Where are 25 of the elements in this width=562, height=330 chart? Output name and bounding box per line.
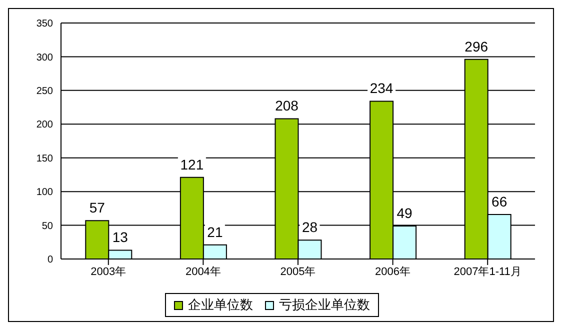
data-label: 66 [492, 193, 508, 210]
y-tick-label: 300 [36, 52, 54, 64]
data-label: 57 [89, 200, 106, 216]
data-label: 13 [112, 229, 128, 246]
data-label: 234 [370, 80, 394, 96]
x-tick-label: 2006年 [375, 266, 411, 278]
y-tick-label: 200 [36, 120, 54, 131]
data-label: 296 [464, 38, 488, 54]
data-label: 21 [207, 224, 223, 240]
data-label: 49 [396, 204, 413, 221]
y-tick-label: 0 [47, 254, 54, 266]
data-label: 121 [180, 156, 204, 172]
x-tick-label: 2005年 [280, 266, 316, 278]
x-tick-label: 2004年 [185, 266, 221, 278]
y-tick-label: 350 [36, 18, 54, 30]
data-label: 208 [275, 98, 299, 114]
y-tick-label: 100 [36, 187, 54, 198]
data-label: 28 [302, 219, 318, 236]
y-tick-label: 50 [42, 220, 54, 232]
x-tick-label: 2003年 [90, 266, 126, 278]
legend-label: 亏损企业单位数 [278, 296, 370, 314]
y-tick-label: 150 [36, 153, 54, 164]
legend-label: 企业单位数 [187, 296, 253, 314]
y-tick-label: 250 [36, 86, 54, 97]
x-tick-label: 2007年1-11月 [454, 266, 522, 278]
